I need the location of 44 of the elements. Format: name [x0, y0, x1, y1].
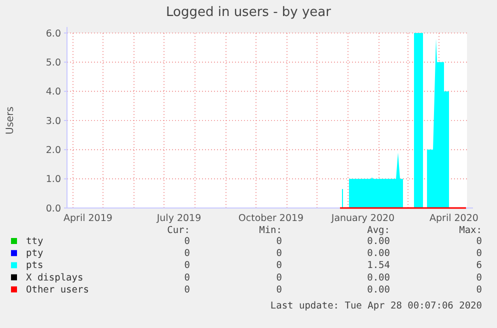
text: 0 [276, 248, 282, 260]
text: 0 [184, 248, 190, 260]
text: 0 [476, 272, 482, 284]
text: 6 [476, 260, 482, 272]
y-tick-label: 2.0 [46, 144, 61, 156]
text: Last update: Tue Apr 28 00:07:06 2020 [270, 300, 482, 312]
text: 0 [476, 248, 482, 260]
text: 0 [184, 236, 190, 247]
y-tick-label: 4.0 [46, 86, 61, 98]
text: 0.00 [367, 272, 390, 284]
text: 0 [476, 284, 482, 296]
text: Max: [459, 225, 482, 236]
legend-label: X displays [26, 272, 84, 284]
y-tick-label: 6.0 [46, 28, 61, 40]
text: 0 [276, 284, 282, 296]
x-tick-label: January 2020 [330, 213, 395, 224]
text: Cur: [167, 225, 190, 236]
x-tick-label: October 2019 [238, 213, 304, 224]
x-tick-label: April 2020 [430, 213, 478, 224]
y-tick-label: 5.0 [46, 57, 61, 68]
legend-label: pty [26, 248, 44, 260]
text: 0.00 [367, 248, 390, 260]
x-tick-label: April 2019 [64, 213, 112, 224]
text: Min: [259, 225, 282, 236]
y-tick-label: 3.0 [46, 116, 61, 127]
x-tick-label: July 2019 [156, 213, 202, 224]
legend-label: pts [26, 260, 44, 272]
chart-title: Logged in users - by year [166, 5, 332, 20]
text: 1.54 [367, 260, 390, 272]
text: 0 [276, 236, 282, 247]
text: Avg: [367, 225, 390, 236]
text: 0 [276, 260, 282, 272]
legend-label: Other users [26, 284, 89, 296]
text: 0.00 [367, 284, 390, 296]
text: 0 [184, 260, 190, 272]
legend-label: tty [26, 236, 44, 247]
text: 0 [476, 236, 482, 247]
text: 0 [184, 272, 190, 284]
y-axis-title: Users [5, 106, 16, 135]
text: 0 [276, 272, 282, 284]
y-tick-label: 0.0 [46, 203, 61, 214]
y-tick-label: 1.0 [46, 174, 61, 186]
text: 0.00 [367, 236, 390, 247]
text: 0 [184, 284, 190, 296]
